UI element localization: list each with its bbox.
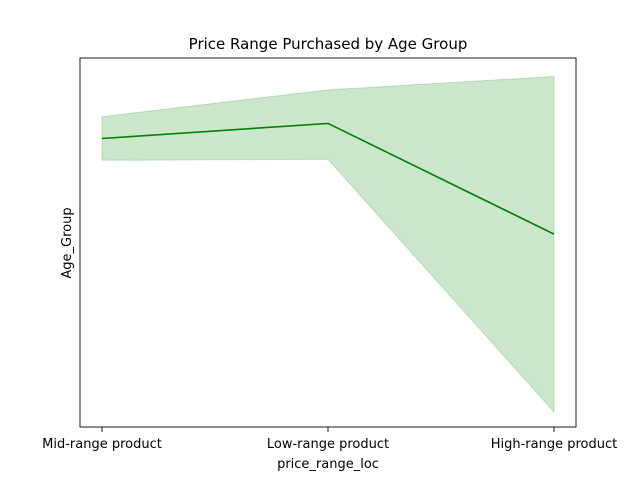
- chart-title: Price Range Purchased by Age Group: [189, 35, 468, 53]
- plot-area: [101, 75, 555, 414]
- x-tick-label: High-range product: [491, 437, 618, 452]
- confidence-band: [101, 75, 555, 414]
- series-line: [101, 122, 555, 235]
- x-axis-label: price_range_loc: [277, 457, 379, 472]
- x-axis-ticks: Mid-range product Low-range product High-r…: [42, 427, 617, 452]
- x-tick-label: Mid-range product: [42, 437, 162, 452]
- x-tick-label: Low-range product: [267, 437, 389, 452]
- y-axis-label: Age_Group: [60, 207, 75, 278]
